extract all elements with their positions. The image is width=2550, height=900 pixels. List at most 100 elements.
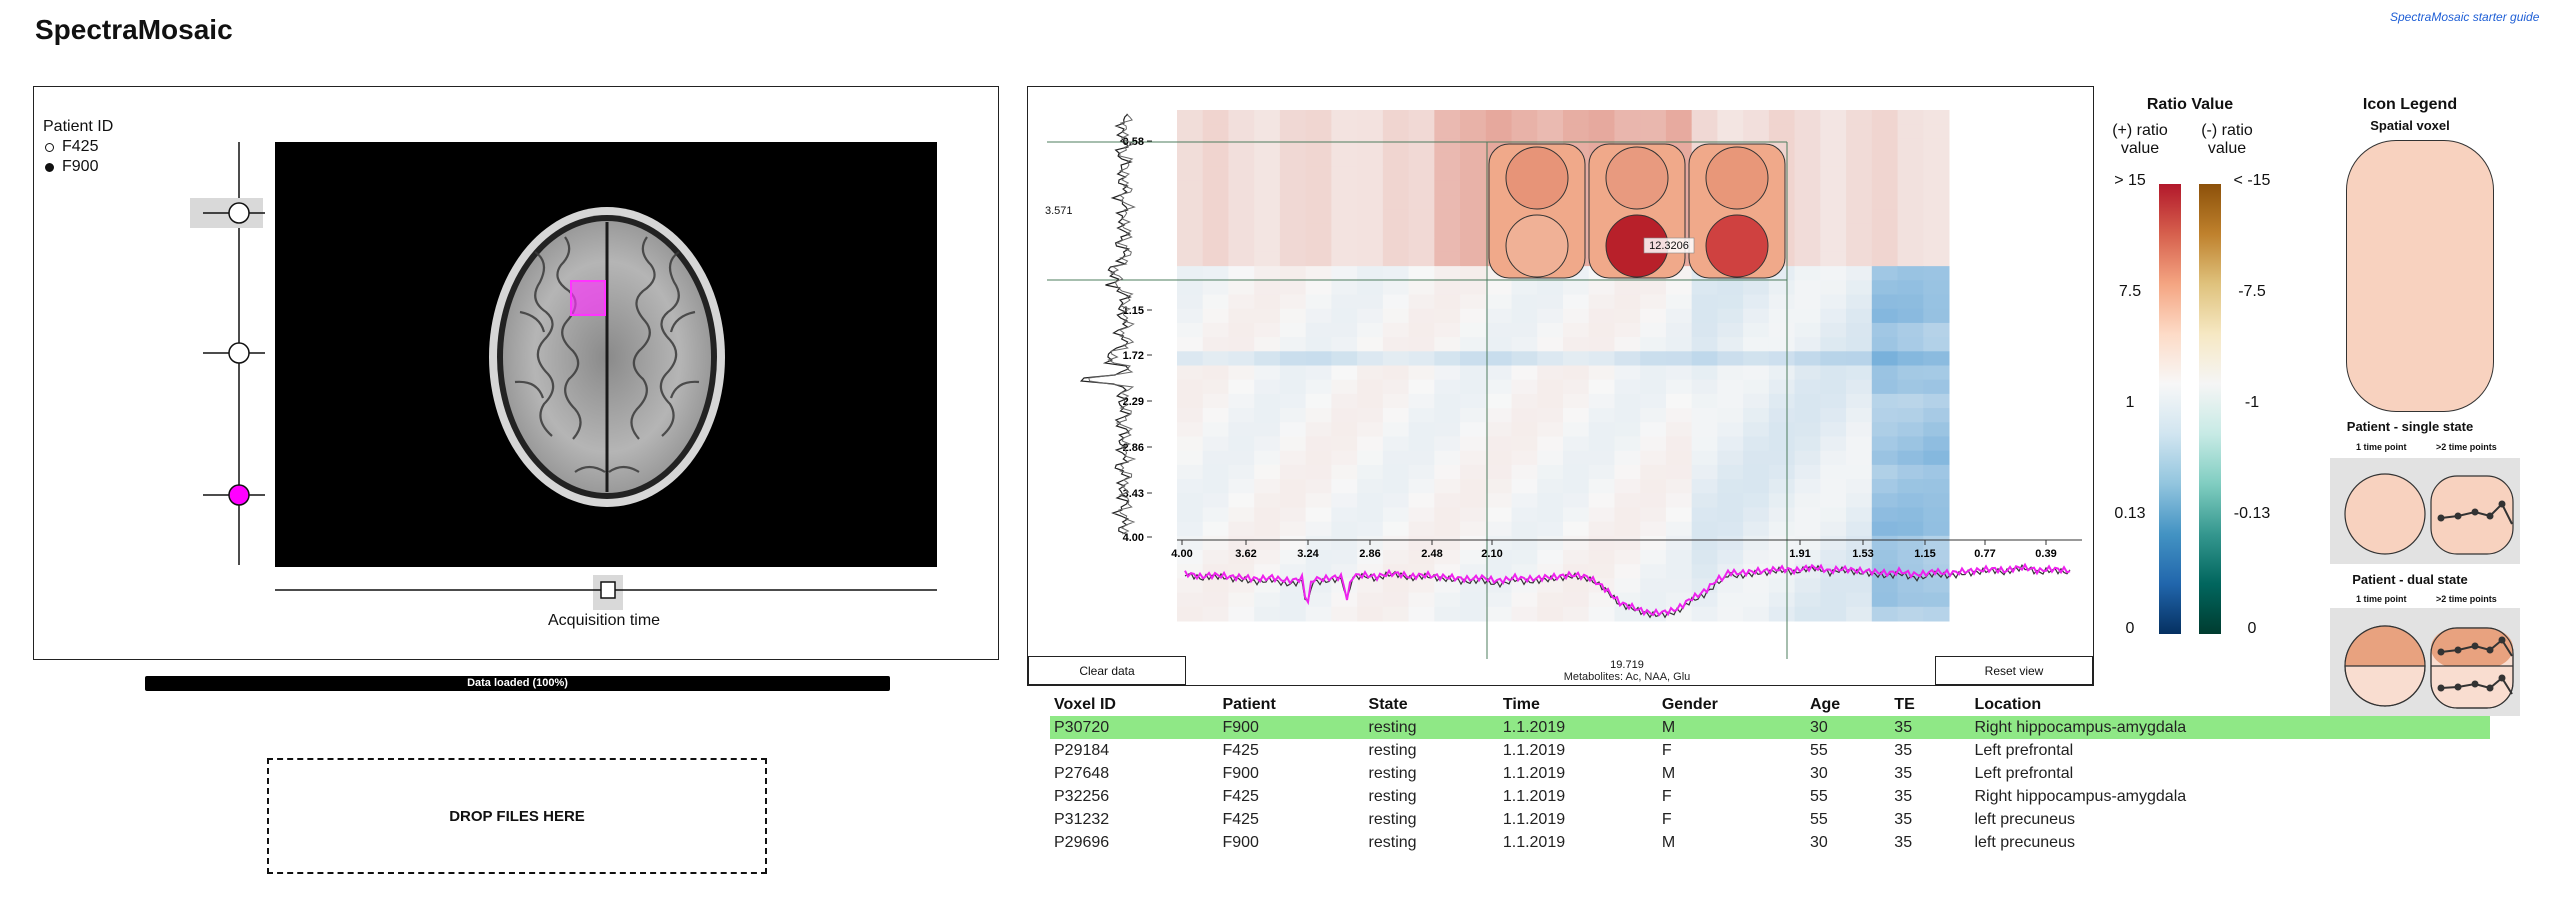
heatmap-cell[interactable] — [1794, 606, 1821, 622]
heatmap-cell[interactable] — [1254, 436, 1281, 452]
heatmap-cell[interactable] — [1640, 337, 1667, 352]
heatmap-cell[interactable] — [1743, 280, 1770, 296]
heatmap-cell[interactable] — [1768, 393, 1796, 409]
heatmap-cell[interactable] — [1768, 351, 1796, 366]
heatmap-cell[interactable] — [1897, 138, 1924, 154]
heatmap-cell[interactable] — [1820, 166, 1847, 182]
heatmap-cell[interactable] — [1537, 578, 1564, 594]
heatmap-cell[interactable] — [1691, 479, 1718, 494]
heatmap-cell[interactable] — [1768, 507, 1796, 523]
heatmap-cell[interactable] — [1820, 138, 1847, 154]
heatmap-cell[interactable] — [1717, 365, 1744, 381]
selected-voxel-cells[interactable] — [1488, 143, 1786, 279]
heatmap-cell[interactable] — [1177, 379, 1204, 395]
heatmap-cell[interactable] — [1820, 322, 1847, 338]
heatmap-cell[interactable] — [1382, 280, 1410, 296]
heatmap-cell[interactable] — [1743, 322, 1770, 338]
heatmap-cell[interactable] — [1408, 464, 1435, 480]
heatmap-cell[interactable] — [1871, 322, 1899, 338]
heatmap-cell[interactable] — [1202, 436, 1229, 452]
heatmap-cell[interactable] — [1563, 550, 1590, 565]
heatmap-cell[interactable] — [1768, 422, 1796, 437]
heatmap-cell[interactable] — [1563, 464, 1590, 480]
heatmap-cell[interactable] — [1382, 110, 1410, 125]
heatmap-cell[interactable] — [1434, 564, 1461, 579]
heatmap-cell[interactable] — [1537, 422, 1564, 437]
acquisition-time-handle[interactable] — [600, 581, 616, 599]
heatmap-cell[interactable] — [1228, 436, 1255, 452]
heatmap-cell[interactable] — [1691, 351, 1718, 366]
heatmap-cell[interactable] — [1691, 564, 1718, 579]
heatmap-cell[interactable] — [1254, 464, 1281, 480]
heatmap-cell[interactable] — [1460, 521, 1487, 537]
heatmap-cell[interactable] — [1588, 592, 1615, 608]
heatmap-cell[interactable] — [1460, 337, 1487, 352]
heatmap-cell[interactable] — [1743, 351, 1770, 366]
heatmap-cell[interactable] — [1871, 578, 1899, 594]
heatmap-cell[interactable] — [1434, 550, 1461, 565]
heatmap-cell[interactable] — [1871, 493, 1899, 508]
heatmap-cell[interactable] — [1846, 138, 1873, 154]
heatmap-cell[interactable] — [1588, 393, 1615, 409]
heatmap-cell[interactable] — [1537, 379, 1564, 395]
heatmap-cell[interactable] — [1331, 464, 1358, 480]
heatmap-cell[interactable] — [1665, 308, 1693, 324]
heatmap-cell[interactable] — [1588, 479, 1615, 494]
heatmap-cell[interactable] — [1408, 280, 1435, 296]
heatmap-cell[interactable] — [1511, 535, 1538, 551]
heatmap-cell[interactable] — [1331, 110, 1358, 125]
heatmap-cell[interactable] — [1768, 436, 1796, 452]
column-header[interactable]: Patient — [1222, 696, 1276, 713]
heatmap-cell[interactable] — [1408, 209, 1435, 225]
table-row[interactable]: P31232 F425 resting 1.1.2019 F 55 35 left precu… — [1050, 808, 2490, 831]
heatmap-cell[interactable] — [1923, 322, 1950, 338]
heatmap-cell[interactable] — [1846, 237, 1873, 253]
heatmap-cell[interactable] — [1923, 124, 1950, 139]
heatmap-cell[interactable] — [1923, 110, 1950, 125]
heatmap-cell[interactable] — [1871, 606, 1899, 622]
heatmap-cell[interactable] — [1202, 124, 1229, 139]
heatmap-cell[interactable] — [1923, 521, 1950, 537]
heatmap-cell[interactable] — [1202, 138, 1229, 154]
heatmap-cell[interactable] — [1434, 337, 1461, 352]
heatmap-cell[interactable] — [1794, 195, 1821, 210]
heatmap-cell[interactable] — [1177, 251, 1204, 267]
heatmap-cell[interactable] — [1408, 479, 1435, 494]
heatmap-cell[interactable] — [1485, 422, 1513, 437]
heatmap-cell[interactable] — [1408, 138, 1435, 154]
heatmap-cell[interactable] — [1254, 564, 1281, 579]
heatmap-cell[interactable] — [1897, 379, 1924, 395]
heatmap-cell[interactable] — [1820, 266, 1847, 281]
heatmap-cell[interactable] — [1485, 294, 1513, 310]
heatmap-cell[interactable] — [1254, 280, 1281, 296]
heatmap-cell[interactable] — [1202, 606, 1229, 622]
heatmap-cell[interactable] — [1357, 507, 1384, 523]
heatmap-cell[interactable] — [1717, 592, 1744, 608]
heatmap-cell[interactable] — [1202, 550, 1229, 565]
heatmap-cell[interactable] — [1743, 507, 1770, 523]
heatmap-cell[interactable] — [1794, 493, 1821, 508]
heatmap-cell[interactable] — [1460, 322, 1487, 338]
heatmap-cell[interactable] — [1460, 464, 1487, 480]
heatmap-cell[interactable] — [1563, 521, 1590, 537]
heatmap-cell[interactable] — [1460, 493, 1487, 508]
heatmap-cell[interactable] — [1871, 479, 1899, 494]
heatmap-cell[interactable] — [1485, 280, 1513, 296]
heatmap-cell[interactable] — [1640, 124, 1667, 139]
heatmap-cell[interactable] — [1460, 450, 1487, 466]
heatmap-cell[interactable] — [1691, 379, 1718, 395]
heatmap-cell[interactable] — [1897, 195, 1924, 210]
heatmap-cell[interactable] — [1408, 251, 1435, 267]
heatmap-cell[interactable] — [1331, 521, 1358, 537]
heatmap-cell[interactable] — [1820, 365, 1847, 381]
heatmap-cell[interactable] — [1768, 124, 1796, 139]
heatmap-cell[interactable] — [1846, 266, 1873, 281]
heatmap-cell[interactable] — [1820, 436, 1847, 452]
heatmap-cell[interactable] — [1820, 408, 1847, 423]
heatmap-cell[interactable] — [1794, 408, 1821, 423]
heatmap-cell[interactable] — [1177, 124, 1204, 139]
heatmap-cell[interactable] — [1923, 237, 1950, 253]
heatmap-cell[interactable] — [1743, 464, 1770, 480]
heatmap-cell[interactable] — [1717, 450, 1744, 466]
heatmap-cell[interactable] — [1588, 124, 1615, 139]
